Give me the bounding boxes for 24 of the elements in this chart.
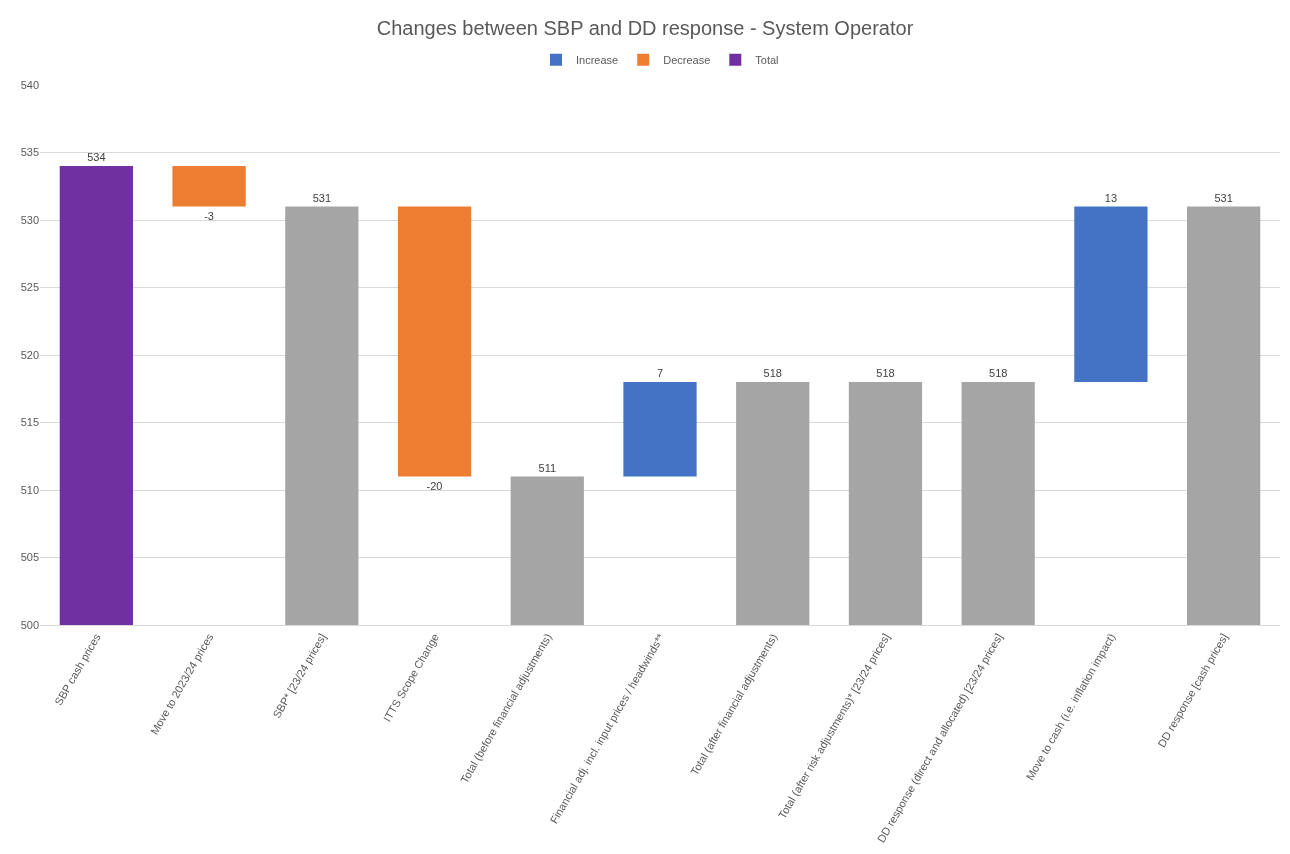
y-tick-label: 515 — [20, 416, 39, 429]
y-tick-label: 505 — [20, 551, 39, 564]
legend-label: Decrease — [663, 53, 711, 66]
data-label: 531 — [312, 191, 331, 204]
y-tick-label: 520 — [20, 348, 39, 361]
y-tick-label: 500 — [20, 618, 39, 631]
data-label: 511 — [538, 461, 557, 474]
y-tick-label: 530 — [20, 213, 39, 226]
y-tick-label: 535 — [20, 146, 39, 159]
data-label: 7 — [656, 367, 664, 379]
data-label: 518 — [876, 367, 895, 379]
legend-label: Total — [755, 53, 779, 66]
y-tick-label: 540 — [20, 78, 39, 91]
data-label: 534 — [87, 151, 106, 163]
y-tick-label: 510 — [20, 483, 39, 496]
legend-label: Increase — [576, 53, 619, 66]
data-label: 531 — [1214, 191, 1233, 204]
data-label: 518 — [763, 367, 782, 379]
y-tick-label: 525 — [20, 281, 39, 294]
data-label: 13 — [1104, 191, 1118, 204]
data-label: 518 — [989, 367, 1008, 379]
chart-title: Changes between SBP and DD response - System Operator — [376, 17, 914, 40]
data-label: -20 — [426, 479, 443, 492]
data-label: -3 — [204, 209, 214, 222]
